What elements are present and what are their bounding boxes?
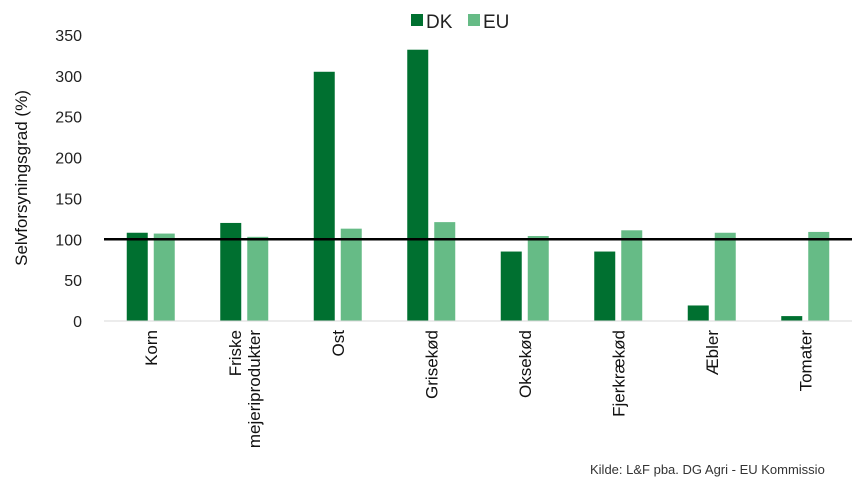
- legend-label-dk: DK: [426, 12, 453, 33]
- category-label-line: Oksekød: [516, 330, 535, 398]
- source-note: Kilde: L&F pba. DG Agri - EU Kommissio: [590, 462, 825, 477]
- category-label: Æbler: [703, 330, 722, 376]
- bar-eu: [340, 228, 362, 321]
- y-tick-label: 300: [55, 69, 82, 86]
- bar-eu: [153, 233, 175, 321]
- legend-swatch-eu: [468, 14, 480, 26]
- category-label: Ost: [329, 330, 348, 357]
- bar-dk: [500, 251, 522, 321]
- y-tick-label: 250: [55, 110, 82, 127]
- category-label-line: Grisekød: [422, 330, 441, 399]
- y-tick-label: 150: [55, 191, 82, 208]
- y-axis-label: Selvforsyningsgrad (%): [12, 90, 31, 266]
- x-axis-category-labels: Korn Friske mejeriprodukter Ost Grisekød Okse…: [142, 330, 816, 448]
- bar-eu: [808, 231, 830, 321]
- bar-dk: [313, 71, 335, 322]
- bar-dk: [594, 251, 616, 321]
- category-label-line: Friske: [226, 330, 245, 376]
- bar-dk: [126, 232, 148, 321]
- y-tick-label: 100: [55, 232, 82, 249]
- category-label: Grisekød: [422, 330, 441, 399]
- bar-eu: [527, 236, 549, 321]
- y-tick-label: 200: [55, 151, 82, 168]
- bar-dk: [220, 222, 242, 321]
- category-label: Friske mejeriprodukter: [226, 330, 264, 448]
- legend-swatch-dk: [411, 14, 423, 26]
- legend-label-eu: EU: [483, 12, 509, 33]
- bar-eu: [714, 232, 736, 321]
- bar-dk: [407, 49, 429, 322]
- category-label-line: Tomater: [796, 330, 815, 392]
- category-label: Korn: [142, 330, 161, 366]
- bar-eu: [434, 222, 456, 321]
- category-label: Tomater: [796, 330, 815, 392]
- y-tick-label: 50: [64, 273, 82, 290]
- category-label-line: Korn: [142, 330, 161, 366]
- category-label-line: Ost: [329, 330, 348, 357]
- bars: [126, 49, 830, 322]
- bar-eu: [247, 236, 269, 321]
- bar-dk: [781, 316, 803, 321]
- y-axis-ticks: 0 50 100 150 200 250 300 350: [55, 28, 82, 331]
- bar-eu: [621, 230, 643, 321]
- y-tick-label: 350: [55, 28, 82, 45]
- category-label: Fjerkrækød: [609, 330, 628, 417]
- category-label-line: mejeriprodukter: [245, 330, 264, 448]
- legend: DK EU: [411, 12, 509, 33]
- category-label-line: Æbler: [703, 330, 722, 376]
- y-tick-label: 0: [73, 314, 82, 331]
- category-label-line: Fjerkrækød: [609, 330, 628, 417]
- category-label: Oksekød: [516, 330, 535, 398]
- bar-dk: [687, 305, 709, 321]
